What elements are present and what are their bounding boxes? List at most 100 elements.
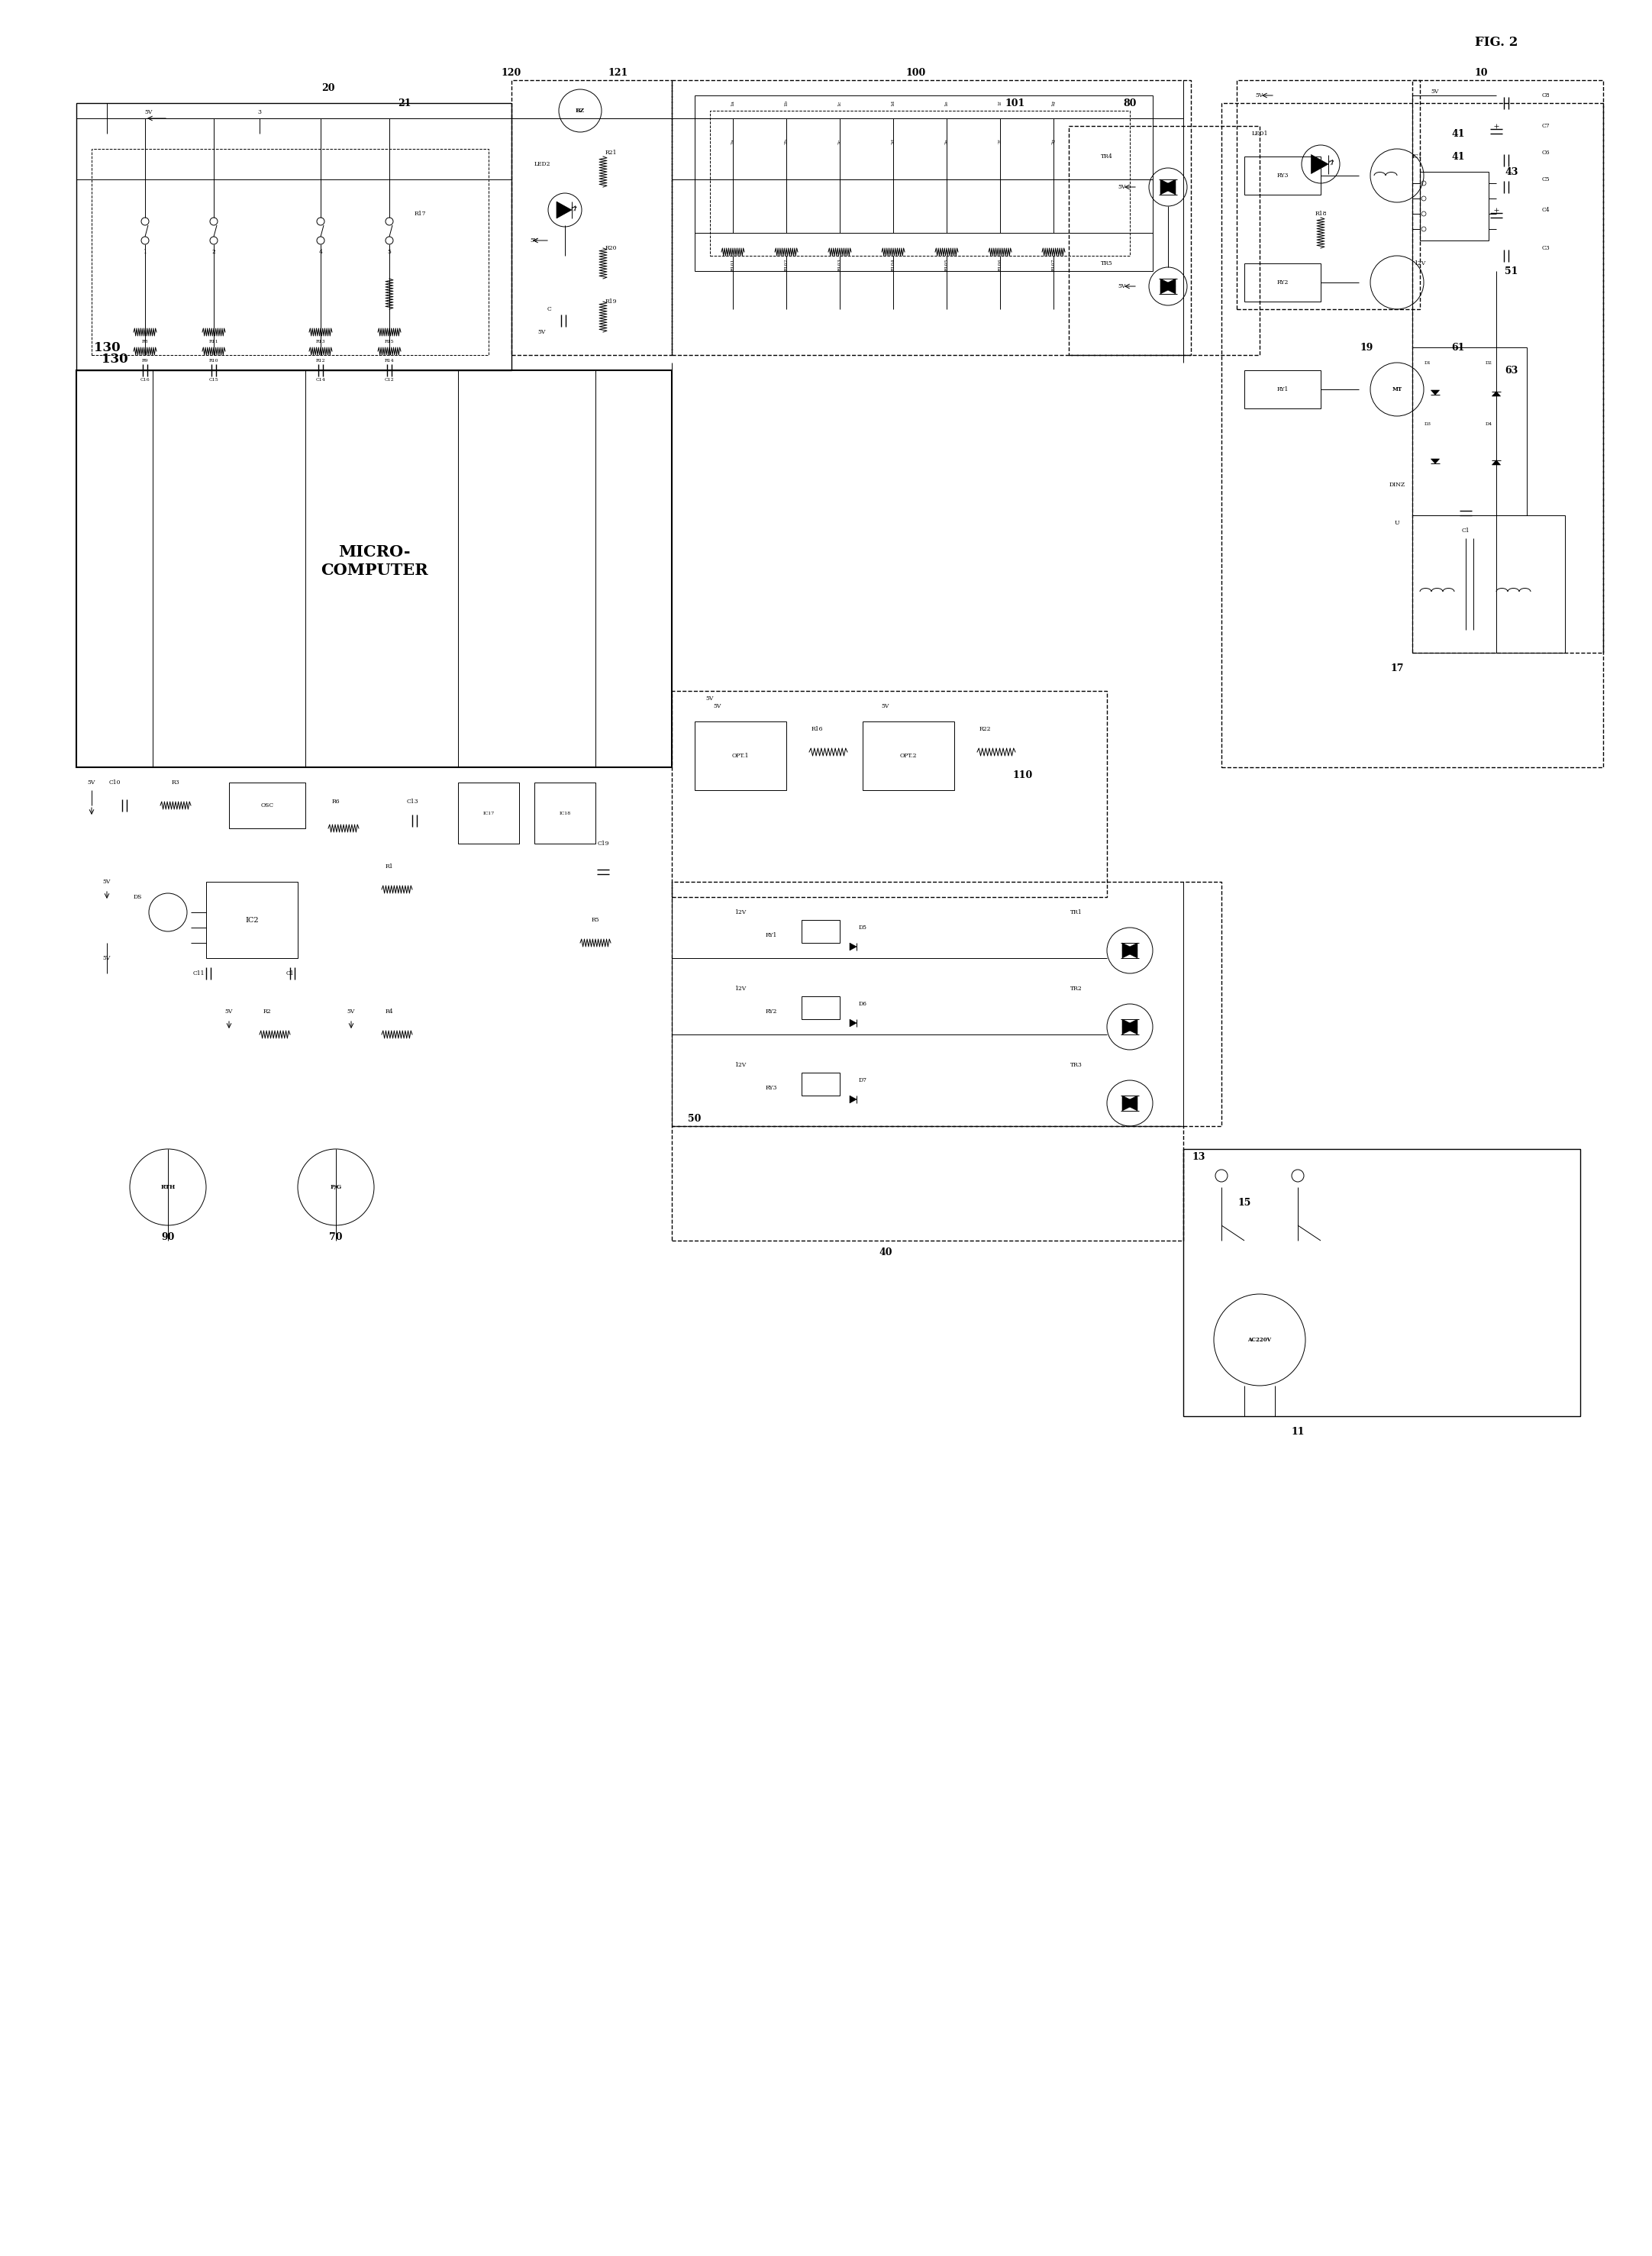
Text: C4: C4 [1541, 208, 1550, 212]
Text: 1f: 1f [998, 102, 1003, 106]
Polygon shape [1122, 943, 1138, 959]
Text: C11: C11 [193, 970, 205, 977]
Text: 5V: 5V [1431, 88, 1439, 95]
Text: 2c: 2c [838, 138, 841, 144]
Text: RY3: RY3 [765, 1085, 776, 1092]
Text: R5: R5 [591, 916, 600, 923]
Text: 90: 90 [162, 1232, 175, 1241]
Text: 2a: 2a [730, 138, 735, 144]
Bar [672, 690, 1107, 898]
Bar [695, 722, 786, 790]
Text: FIG. 2: FIG. 2 [1475, 36, 1518, 47]
Text: 80: 80 [1123, 97, 1137, 108]
Text: TR1: TR1 [1070, 909, 1082, 916]
Text: C3: C3 [1541, 246, 1550, 250]
Text: DINZ: DINZ [1389, 483, 1406, 487]
Bar [1221, 104, 1602, 767]
Text: 130: 130 [101, 352, 127, 365]
Text: C7: C7 [1541, 122, 1550, 129]
Bar [1421, 171, 1488, 241]
Text: 120: 120 [502, 68, 522, 77]
Text: RTH: RTH [160, 1184, 175, 1191]
Text: AC220V: AC220V [1247, 1338, 1272, 1342]
Text: 1g: 1g [1052, 99, 1056, 106]
Text: 5V: 5V [225, 1008, 233, 1015]
Bar [1244, 370, 1320, 408]
Text: 3: 3 [258, 108, 261, 115]
Text: R103: R103 [838, 259, 841, 271]
Text: 11: 11 [1292, 1426, 1305, 1437]
Polygon shape [1492, 460, 1500, 465]
Polygon shape [1122, 1020, 1138, 1036]
Text: C12: C12 [385, 377, 395, 381]
Text: 1d: 1d [892, 99, 895, 106]
Text: D5: D5 [859, 925, 867, 932]
Bar [1412, 347, 1526, 514]
Text: D6: D6 [859, 1002, 867, 1006]
Polygon shape [1492, 390, 1500, 397]
Text: TR5: TR5 [1100, 259, 1113, 266]
Text: R17: R17 [415, 210, 426, 217]
Text: 19: 19 [1360, 343, 1373, 352]
Text: D1: D1 [1424, 361, 1431, 365]
Text: TR2: TR2 [1070, 986, 1082, 993]
Text: 2d: 2d [892, 138, 895, 144]
Text: 63: 63 [1505, 365, 1518, 374]
Text: R11: R11 [208, 338, 218, 343]
Polygon shape [849, 943, 857, 950]
Polygon shape [849, 1096, 857, 1103]
Text: OPT.2: OPT.2 [900, 754, 917, 758]
Text: C6: C6 [1541, 149, 1550, 156]
Bar [91, 149, 489, 354]
Text: 121: 121 [608, 68, 628, 77]
Bar [76, 370, 672, 767]
Text: D3: D3 [1424, 422, 1431, 426]
Text: IC17: IC17 [482, 812, 494, 814]
Bar [1412, 514, 1564, 652]
Text: 51: 51 [1505, 266, 1518, 275]
Text: 110: 110 [1013, 769, 1032, 781]
Text: TR3: TR3 [1070, 1063, 1082, 1067]
Text: 40: 40 [879, 1248, 892, 1257]
Text: 2: 2 [211, 248, 216, 255]
Polygon shape [1122, 1096, 1138, 1110]
Bar [672, 81, 1191, 354]
Text: R15: R15 [385, 338, 395, 343]
Text: R22: R22 [980, 726, 991, 733]
Text: D4: D4 [1485, 422, 1492, 426]
Text: 5V: 5V [1118, 284, 1127, 289]
Text: 5V: 5V [102, 880, 111, 884]
Text: D7: D7 [859, 1076, 867, 1083]
Text: R6: R6 [332, 799, 340, 805]
Text: 5: 5 [388, 248, 392, 255]
Text: D2: D2 [1485, 361, 1492, 365]
Text: MT: MT [1393, 386, 1403, 393]
Bar [76, 104, 512, 370]
Text: MICRO-
COMPUTER: MICRO- COMPUTER [320, 544, 428, 578]
Text: 17: 17 [1391, 663, 1404, 672]
Text: R14: R14 [385, 359, 395, 363]
Bar [534, 783, 595, 844]
Bar [695, 95, 1153, 271]
Text: R16: R16 [811, 726, 823, 733]
Text: IC18: IC18 [558, 812, 570, 814]
Text: RY2: RY2 [765, 1008, 776, 1015]
Text: 5V: 5V [88, 781, 96, 785]
Text: 1e: 1e [945, 99, 948, 106]
Text: 15: 15 [1237, 1198, 1251, 1207]
Text: 2b: 2b [785, 138, 788, 144]
Text: U: U [1394, 519, 1399, 526]
Bar [230, 783, 306, 828]
Bar [1244, 264, 1320, 302]
Text: C: C [547, 307, 552, 311]
Text: 12V: 12V [735, 986, 747, 993]
Text: OSC: OSC [261, 803, 274, 808]
Text: RY1: RY1 [1277, 386, 1289, 393]
Text: 2g: 2g [1052, 138, 1056, 144]
Text: R9: R9 [142, 359, 149, 363]
Text: R4: R4 [385, 1008, 393, 1015]
Bar [672, 1126, 1183, 1241]
Text: 1: 1 [144, 248, 147, 255]
Text: 5V: 5V [714, 704, 722, 708]
Text: LED2: LED2 [534, 160, 550, 167]
